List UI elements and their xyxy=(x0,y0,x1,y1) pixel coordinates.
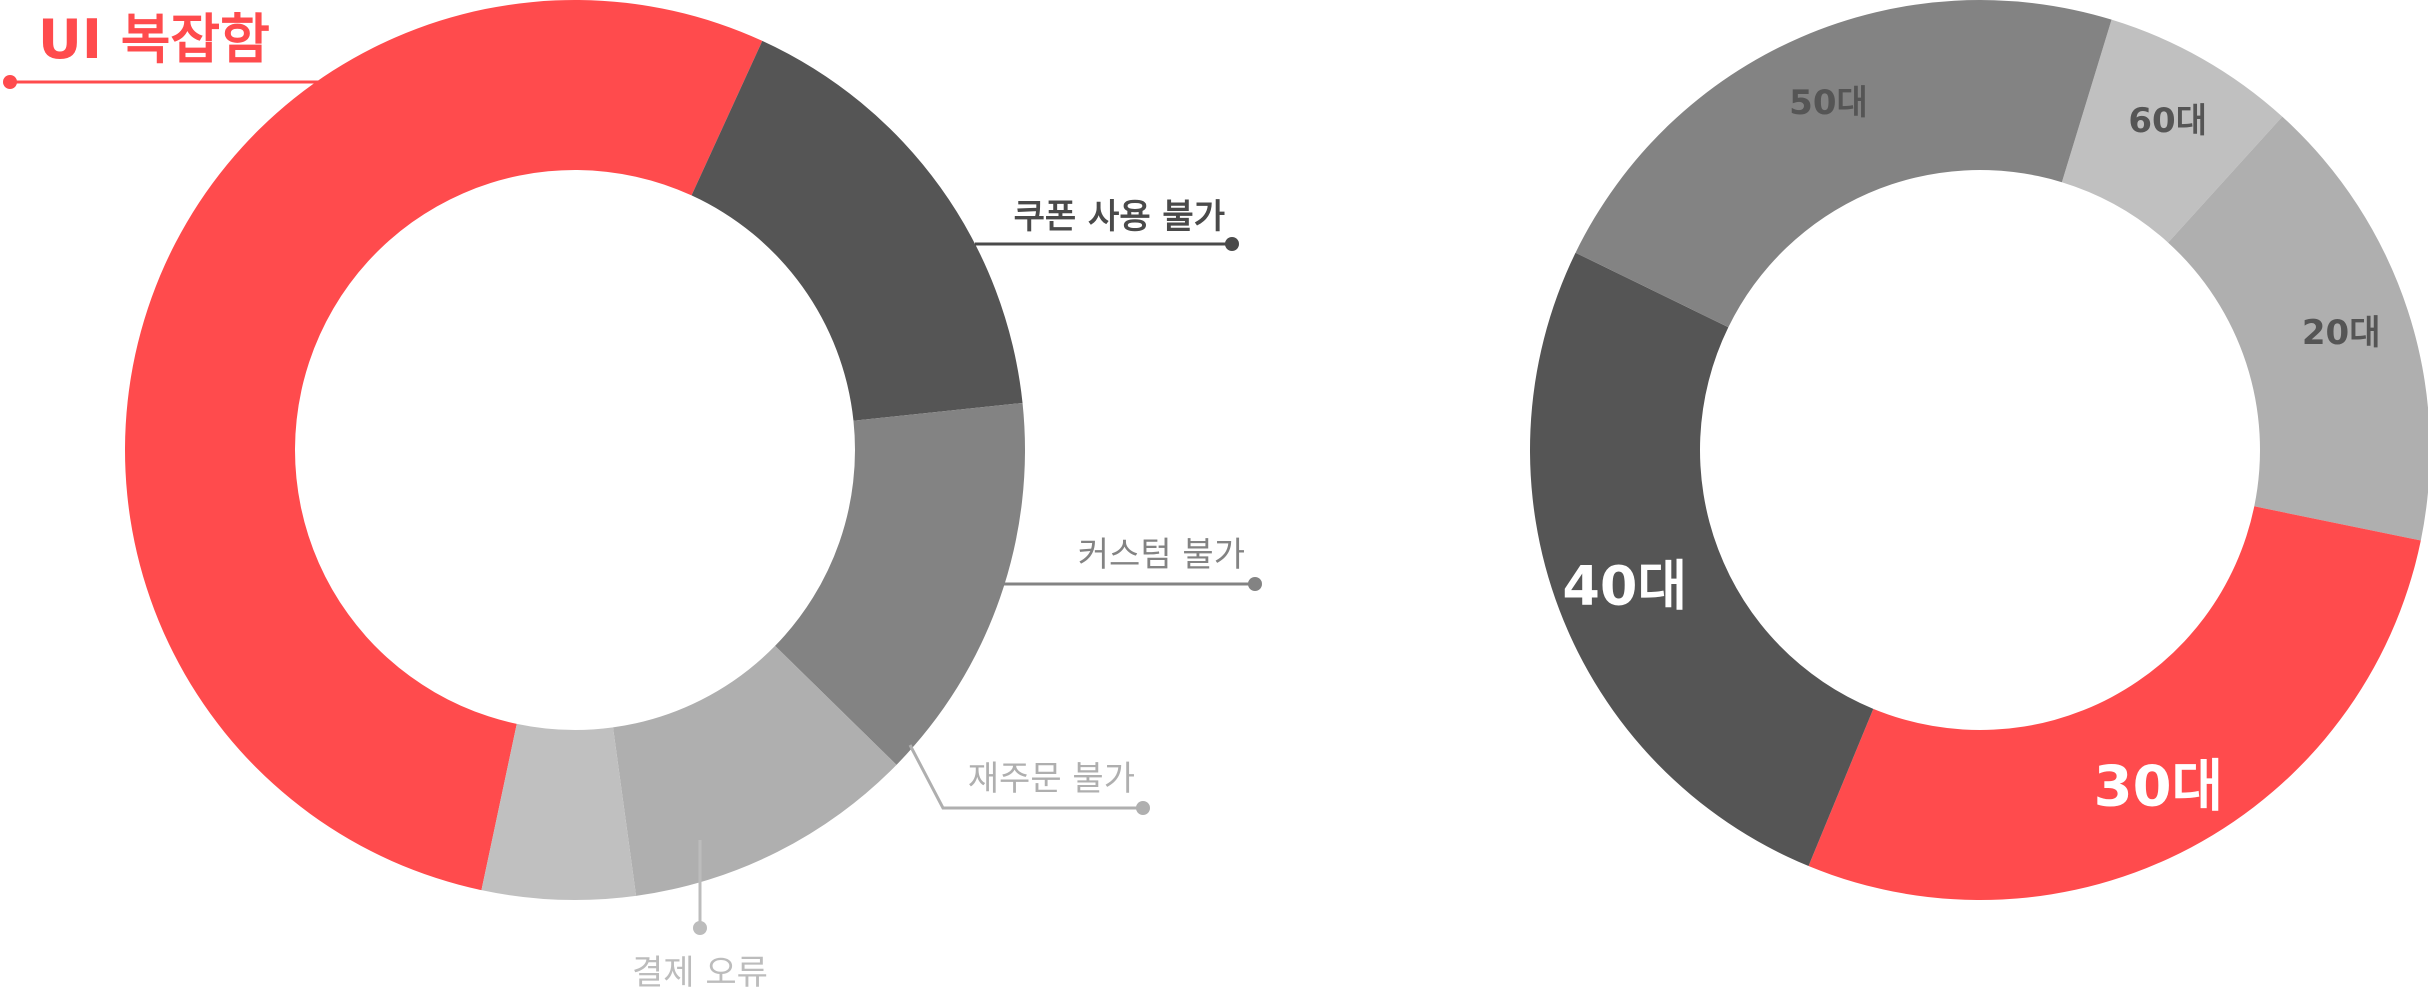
callout-label-4: 결제 오류 xyxy=(632,953,768,993)
callout-dot-4 xyxy=(693,921,707,935)
callout-label-3: 재주문 불가 xyxy=(968,759,1135,799)
donut2-slice-4 xyxy=(1575,0,2112,328)
donut2-slice-3 xyxy=(1530,252,1874,867)
donut2-slice-2 xyxy=(1808,506,2421,900)
donut1-slice-0 xyxy=(125,0,763,891)
slice-label-1: 20대 xyxy=(2302,313,2381,353)
slice-label-2: 30대 xyxy=(2094,755,2223,820)
donut1-slice-3 xyxy=(613,645,897,896)
slice-label-3: 40대 xyxy=(1562,554,1687,617)
slice-label-0: 60대 xyxy=(2128,101,2207,141)
donut1-slice-1 xyxy=(691,40,1023,421)
callout-label-0: UI 복잡함 xyxy=(38,8,270,71)
donut2-slice-0 xyxy=(2061,19,2283,243)
callout-dot-1 xyxy=(1225,237,1239,251)
right-donut-chart: 60대 20대 30대 40대 50대 xyxy=(1530,0,2428,900)
donut1-slice-2 xyxy=(775,402,1025,765)
donut2-slice-1 xyxy=(2168,116,2428,541)
slice-label-4: 50대 xyxy=(1789,83,1868,123)
callout-dot-2 xyxy=(1248,577,1262,591)
callout-label-2: 커스텀 불가 xyxy=(1078,535,1245,575)
callout-dot-0 xyxy=(3,75,17,89)
callout-dot-3 xyxy=(1136,801,1150,815)
callout-line-3 xyxy=(908,744,1143,810)
donut1-slice-4 xyxy=(481,723,637,900)
callout-label-1: 쿠폰 사용 불가 xyxy=(1014,197,1225,237)
